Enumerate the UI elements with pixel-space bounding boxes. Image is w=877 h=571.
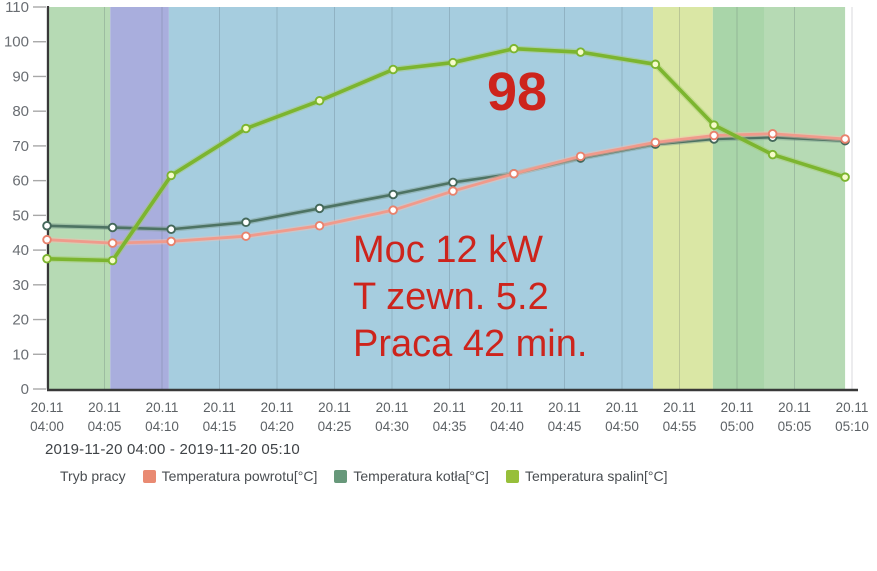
powrotu-swatch-icon [142,469,156,483]
data-point-marker [241,231,251,241]
work-mode-band [168,7,654,389]
info-annotation-line: T zewn. 5.2 [353,276,549,318]
y-tick-label: 50 [12,207,29,224]
legend-item-label: Temperatura spalin[°C] [524,468,668,484]
data-point-marker [107,238,118,248]
work-mode-band [47,7,111,389]
x-tick-label: 20.11 04:30 [375,400,409,434]
work-mode-bands [47,7,846,389]
data-point-marker [448,186,458,196]
y-tick-label: 110 [5,0,29,16]
info-annotation-line: Moc 12 kW [353,229,543,271]
kotla-swatch-icon [334,469,348,483]
x-tick-label: 20.11 04:55 [663,400,697,434]
y-tick-label: 90 [12,68,29,85]
data-point-marker [314,96,325,106]
y-tick-label: 30 [12,277,29,294]
x-tick-label: 20.11 05:05 [778,400,812,434]
x-tick-label: 20.11 04:00 [30,400,64,434]
y-tick-label: 80 [12,103,29,120]
data-point-marker [42,234,52,245]
data-point-marker [709,120,719,130]
data-point-marker [575,151,586,162]
data-point-marker [107,222,118,233]
data-point-marker [575,47,586,57]
work-mode-band [653,7,713,389]
legend-item-temperatura-spalin[interactable]: Temperatura spalin[°C] [505,468,668,484]
data-point-marker [509,43,519,54]
legend-item-label: Temperatura kotła[°C] [353,468,489,484]
x-tick-label: 20.11 04:50 [605,400,639,434]
y-tick-label: 20 [12,312,29,329]
data-point-marker [840,172,850,182]
data-point-marker [650,59,661,70]
data-point-marker [767,129,778,139]
data-point-marker [241,123,251,134]
peak-value-annotation: 98 [487,62,547,122]
work-mode-band [712,7,765,389]
series-powrotu [42,129,850,248]
data-point-marker [166,224,176,235]
legend-mode-label: Tryb pracy [60,468,126,484]
data-point-marker [42,221,52,231]
legend-item-label: Temperatura powrotu[°C] [161,468,318,484]
x-tick-label: 20.11 04:10 [145,400,179,434]
data-point-marker [166,236,176,247]
data-point-marker [314,221,325,231]
y-tick-label: 40 [12,242,29,259]
time-range-label: 2019-11-20 04:00 - 2019-11-20 05:10 [45,441,300,458]
data-point-marker [42,254,52,264]
data-point-marker [448,57,458,68]
data-point-marker [709,130,719,141]
data-point-marker [107,255,118,266]
x-tick-label: 20.11 05:00 [720,400,754,434]
y-tick-label: 10 [12,346,29,363]
legend-item-temperatura-powrotu[interactable]: Temperatura powrotu[°C] [142,468,318,484]
data-point-marker [166,170,176,181]
data-point-marker [241,217,251,228]
data-point-marker [448,177,458,188]
data-point-marker [840,134,850,144]
data-point-marker [388,205,398,215]
y-tick-label: 70 [12,138,29,155]
work-mode-band [110,7,169,389]
x-tick-label: 20.11 04:40 [490,400,524,434]
y-tick-label: 100 [4,34,29,51]
x-tick-label: 20.11 04:20 [260,400,294,434]
y-axis-labels: 0 10 20 30 40 50 60 70 80 90 100 110 [4,0,46,398]
x-tick-label: 20.11 04:15 [203,400,237,434]
x-tick-label: 20.11 05:10 [835,400,869,434]
legend-item-temperatura-kotla[interactable]: Temperatura kotła[°C] [334,468,489,484]
y-tick-label: 60 [12,173,29,190]
x-tick-label: 20.11 04:05 [88,400,122,434]
x-tick-label: 20.11 04:35 [433,400,467,434]
series-spalin [42,43,850,266]
chart-legend: Tryb pracy Temperatura powrotu[°C] Tempe… [60,468,668,484]
spalin-swatch-icon [505,469,519,483]
data-point-marker [509,168,519,179]
info-annotation: Moc 12 kW T zewn. 5.2 Praca 42 min. [353,229,587,365]
y-tick-label: 0 [21,381,29,398]
x-tick-label: 20.11 04:45 [548,400,582,434]
x-tick-label: 20.11 04:25 [318,400,352,434]
data-point-marker [767,149,778,160]
data-point-marker [650,137,661,148]
x-axis-labels: 20.11 04:00 20.11 04:05 20.11 04:10 20.11 04:15… [30,400,869,434]
data-point-marker [314,203,325,214]
info-annotation-line: Praca 42 min. [353,323,587,365]
data-point-marker [388,189,398,200]
work-mode-band [764,7,846,389]
data-point-marker [388,64,398,75]
